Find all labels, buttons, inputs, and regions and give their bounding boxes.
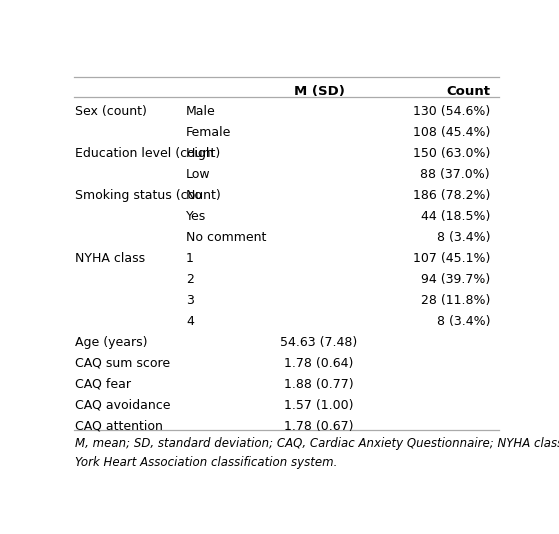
Text: 54.63 (7.48): 54.63 (7.48) (281, 336, 358, 349)
Text: 94 (39.7%): 94 (39.7%) (421, 273, 490, 286)
Text: 186 (78.2%): 186 (78.2%) (413, 189, 490, 202)
Text: Age (years): Age (years) (75, 336, 148, 349)
Text: 1: 1 (186, 252, 194, 265)
Text: Male: Male (186, 105, 216, 118)
Text: 88 (37.0%): 88 (37.0%) (420, 168, 490, 181)
Text: 2: 2 (186, 273, 194, 286)
Text: Female: Female (186, 126, 231, 139)
Text: Low: Low (186, 168, 211, 181)
Text: Education level (count): Education level (count) (75, 147, 220, 160)
Text: CAQ avoidance: CAQ avoidance (75, 399, 170, 412)
Text: No: No (186, 189, 203, 202)
Text: High: High (186, 147, 215, 160)
Text: 8 (3.4%): 8 (3.4%) (437, 315, 490, 328)
Text: 28 (11.8%): 28 (11.8%) (421, 294, 490, 307)
Text: 1.78 (0.64): 1.78 (0.64) (285, 357, 354, 370)
Text: Yes: Yes (186, 210, 206, 223)
Text: NYHA class: NYHA class (75, 252, 145, 265)
Text: 44 (18.5%): 44 (18.5%) (421, 210, 490, 223)
Text: 108 (45.4%): 108 (45.4%) (413, 126, 490, 139)
Text: CAQ fear: CAQ fear (75, 378, 131, 391)
Text: Sex (count): Sex (count) (75, 105, 147, 118)
Text: CAQ attention: CAQ attention (75, 420, 163, 433)
Text: M, mean; SD, standard deviation; CAQ, Cardiac Anxiety Questionnaire; NYHA class,: M, mean; SD, standard deviation; CAQ, Ca… (75, 437, 559, 451)
Text: 1.57 (1.00): 1.57 (1.00) (284, 399, 354, 412)
Text: 4: 4 (186, 315, 194, 328)
Text: M (SD): M (SD) (293, 84, 344, 98)
Text: Smoking status (count): Smoking status (count) (75, 189, 221, 202)
Text: Count: Count (446, 84, 490, 98)
Text: 3: 3 (186, 294, 194, 307)
Text: 107 (45.1%): 107 (45.1%) (413, 252, 490, 265)
Text: York Heart Association classification system.: York Heart Association classification sy… (75, 456, 338, 469)
Text: CAQ sum score: CAQ sum score (75, 357, 170, 370)
Text: 1.88 (0.77): 1.88 (0.77) (284, 378, 354, 391)
Text: 150 (63.0%): 150 (63.0%) (413, 147, 490, 160)
Text: 1.78 (0.67): 1.78 (0.67) (284, 420, 354, 433)
Text: 8 (3.4%): 8 (3.4%) (437, 231, 490, 244)
Text: 130 (54.6%): 130 (54.6%) (413, 105, 490, 118)
Text: No comment: No comment (186, 231, 266, 244)
